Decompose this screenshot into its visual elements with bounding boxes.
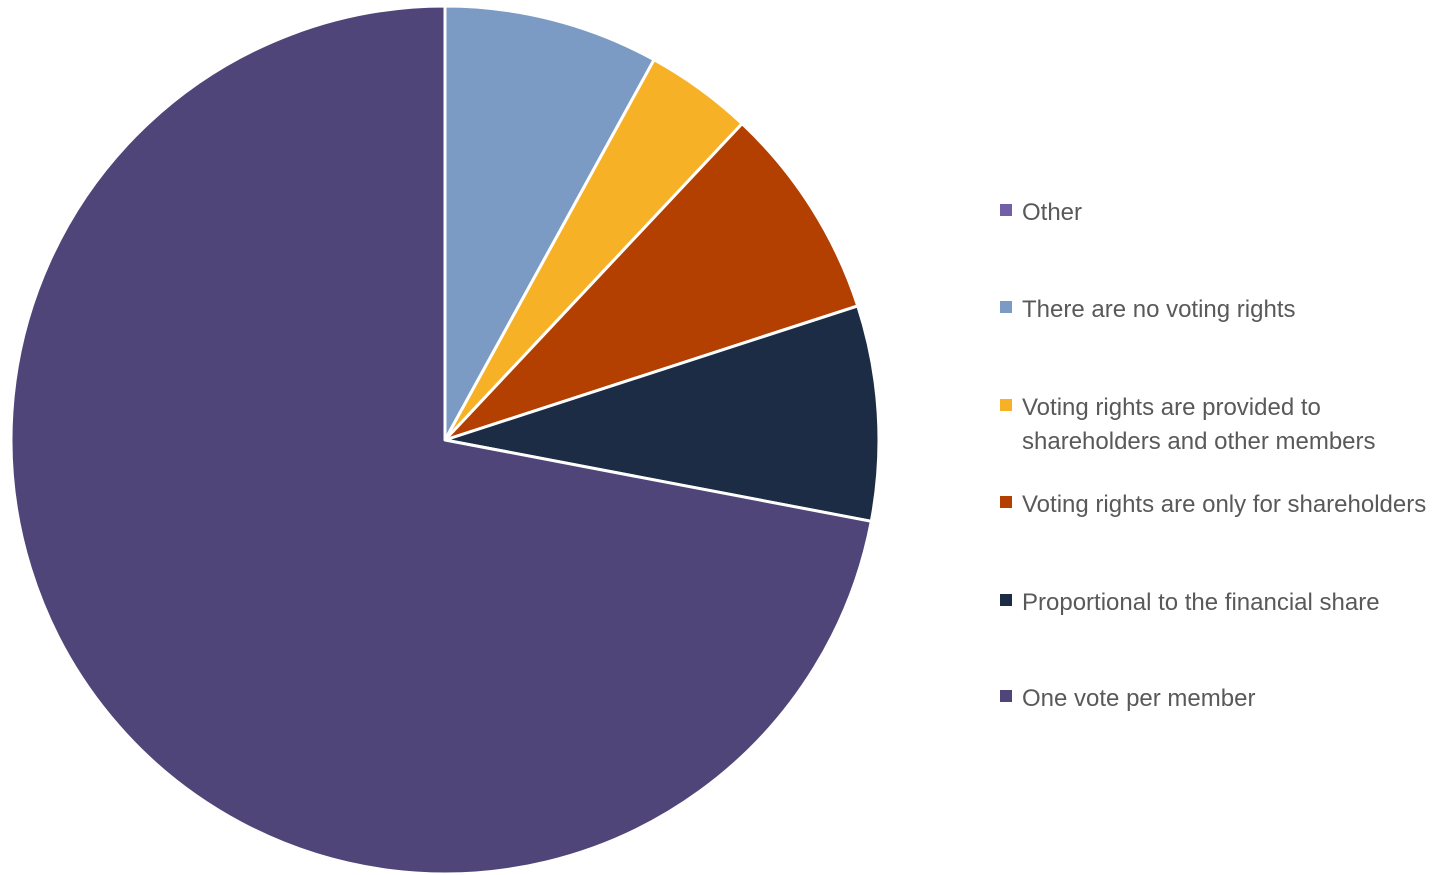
legend-label: Voting rights are only for shareholders: [1022, 491, 1427, 518]
legend-item: There are no voting rights: [1000, 293, 1432, 327]
legend-label: One vote per member: [1022, 685, 1256, 712]
legend-item: Voting rights are provided to shareholde…: [1000, 391, 1432, 459]
legend-item: One vote per member: [1000, 682, 1432, 716]
legend-swatch: [1000, 690, 1012, 702]
chart-legend: Other There are no voting rights Voting ri…: [1000, 0, 1439, 875]
legend-swatch: [1000, 594, 1012, 606]
pie-slice-3: [443, 304, 880, 523]
legend-item: Proportional to the financial share: [1000, 586, 1432, 620]
legend-item: Other: [1000, 196, 1432, 230]
legend-label: Voting rights are provided to shareholde…: [1022, 394, 1376, 455]
legend-item: Voting rights are only for shareholders: [1000, 488, 1432, 522]
legend-label: There are no voting rights: [1022, 296, 1296, 323]
legend-swatch: [1000, 496, 1012, 508]
legend-label: Proportional to the financial share: [1022, 589, 1380, 616]
legend-label: Other: [1022, 199, 1083, 226]
legend-swatch: [1000, 399, 1012, 411]
legend-swatch: [1000, 204, 1012, 216]
pie-plot-area: [9, 4, 880, 875]
pie-slice-0: [443, 4, 656, 442]
legend-swatch: [1000, 301, 1012, 313]
pie-slice-2: [443, 122, 860, 442]
pie-slice-4: [9, 4, 873, 875]
